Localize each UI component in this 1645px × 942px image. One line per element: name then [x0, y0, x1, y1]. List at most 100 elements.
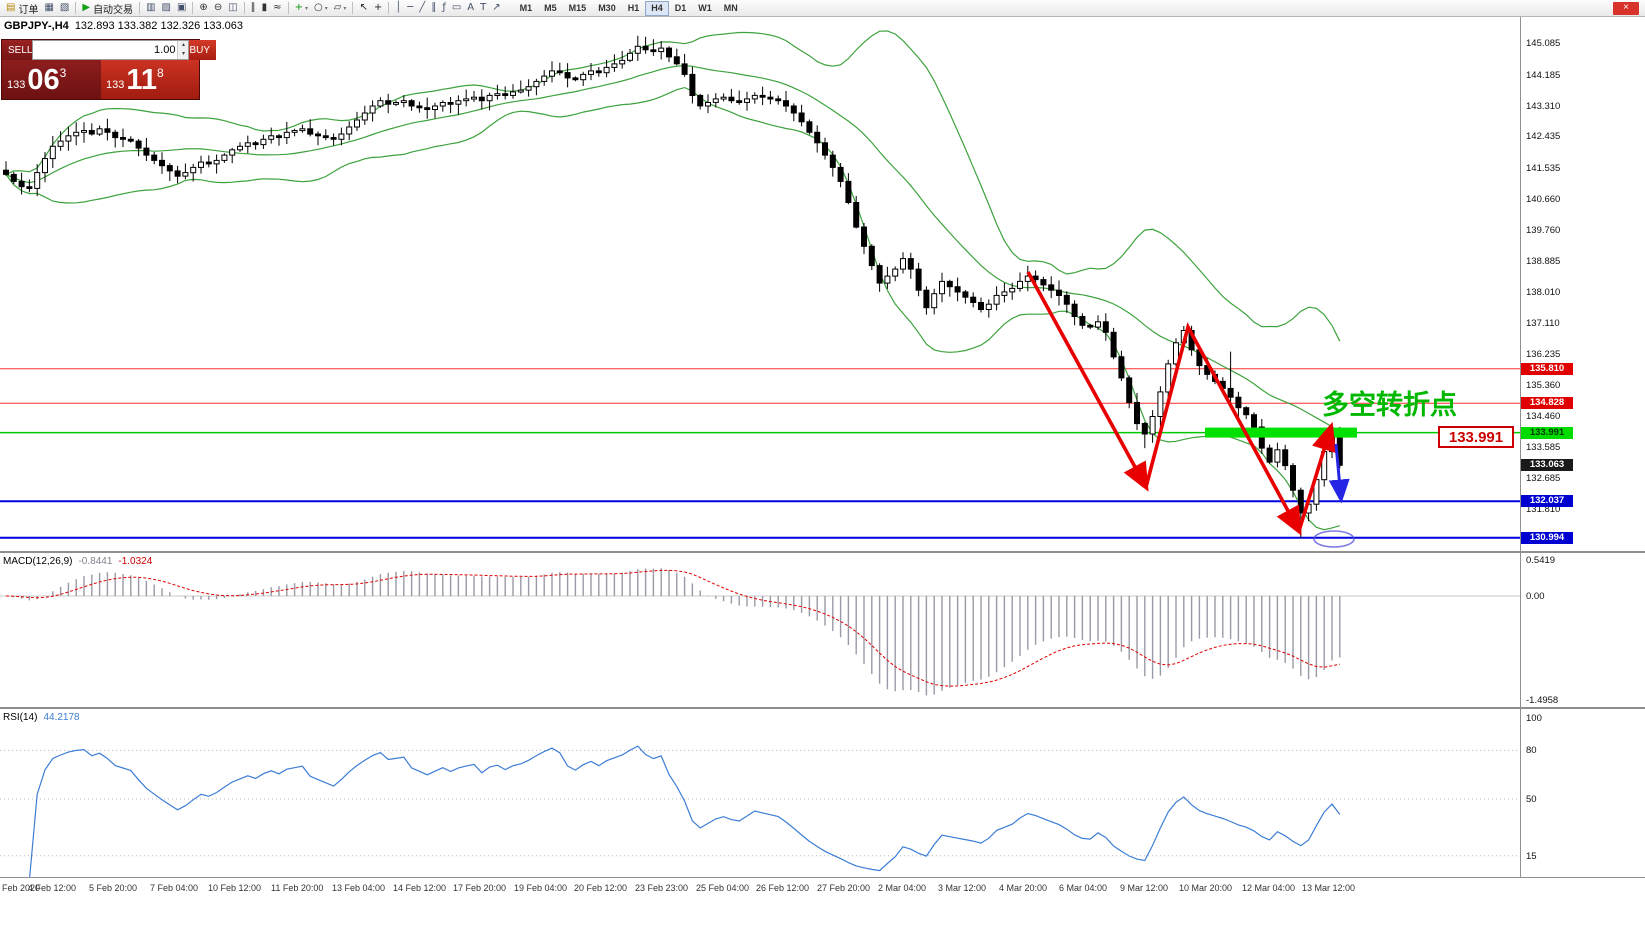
trendline-tool-button[interactable]: ╱ — [416, 1, 428, 16]
candle-chart-type-button[interactable]: ▮ — [259, 1, 271, 16]
macd-value: -0.8441 — [78, 556, 113, 567]
template-select-button[interactable]: ▱ ▾ — [331, 1, 350, 16]
timeframe-mn-button[interactable]: MN — [723, 2, 738, 13]
price-badge-133.063: 133.063 — [1521, 459, 1573, 472]
price-badge-133.991: 133.991 — [1521, 426, 1573, 439]
toolbar-separator — [243, 2, 245, 14]
channel-tool-icon: ∥ — [431, 2, 437, 13]
main-chart-canvas[interactable] — [0, 17, 1520, 551]
chevron-down-icon: ▾ — [324, 4, 328, 12]
trend-arrow-red-3[interactable] — [1297, 421, 1337, 532]
label-tool-icon: T — [480, 2, 487, 13]
buy-button[interactable]: BUY — [189, 40, 217, 60]
close-button[interactable]: × — [1613, 2, 1639, 15]
time-axis-label: 23 Feb 23:00 — [635, 883, 689, 893]
time-axis-border — [0, 877, 1645, 878]
vline-tool-button[interactable]: │ — [392, 1, 404, 16]
data-window-icon: ▥ — [146, 2, 156, 13]
support-zone-band[interactable] — [1205, 427, 1357, 438]
tile-windows-button[interactable]: ◫ — [225, 1, 240, 16]
shapes-tool-button[interactable]: ▭ — [449, 1, 464, 16]
price-tick-label: 144.185 — [1526, 69, 1561, 81]
time-axis-label: 5 Feb 20:00 — [89, 883, 138, 893]
time-axis-label: 20 Feb 12:00 — [574, 883, 628, 893]
timeframe-h1-button[interactable]: H1 — [627, 2, 640, 13]
volume-stepper-down[interactable]: ▾ — [178, 50, 189, 59]
period-select-button[interactable]: ○ ▾ — [311, 1, 331, 16]
rsi-axis: 100 80 50 15 — [1521, 710, 1645, 877]
volume-stepper: ▴ ▾ — [177, 41, 189, 59]
label-tool-button[interactable]: T — [477, 1, 489, 16]
price-badge-130.994: 130.994 — [1521, 531, 1573, 544]
buy-price-sup: 8 — [157, 65, 164, 80]
price-tick-label: 138.885 — [1526, 255, 1561, 267]
timeframe-m30-button[interactable]: M30 — [598, 2, 616, 13]
price-tick-label: 145.085 — [1526, 38, 1561, 50]
arrows-tool-button[interactable]: ↗ — [489, 1, 503, 16]
sell-price-button[interactable]: 133 06 3 — [2, 60, 101, 99]
timeframe-d1-button[interactable]: D1 — [674, 2, 687, 13]
rsi-line — [29, 745, 1341, 877]
buy-price-prefix: 133 — [106, 78, 125, 91]
volume-stepper-up[interactable]: ▴ — [178, 41, 189, 50]
panel-splitter[interactable] — [0, 707, 1645, 709]
navigator-button[interactable]: ▨ — [159, 1, 174, 16]
ohlc-values: 132.893 133.382 132.326 133.063 — [74, 20, 244, 32]
time-axis[interactable]: Feb 2020 4 Feb 12:00 5 Feb 20:00 7 Feb 04:0… — [0, 878, 1520, 897]
trend-arrow-red-1[interactable] — [1026, 271, 1149, 492]
low-highlight-ellipse[interactable] — [1313, 530, 1355, 548]
turning-point-annotation[interactable]: 多空转折点 — [1322, 390, 1457, 420]
auto-trading-button[interactable]: ▶ 自动交易 — [79, 1, 136, 16]
trend-arrow-red-2[interactable] — [1144, 322, 1302, 536]
bar-chart-type-button[interactable]: ∥ — [248, 1, 259, 16]
chart-symbol-ohlc: GBPJPY-,H4 132.893 133.382 132.326 133.06… — [4, 20, 243, 32]
charts-grid-button[interactable]: ▦ — [41, 1, 56, 16]
bear-candles — [3, 45, 1343, 514]
channel-tool-button[interactable]: ∥ — [428, 1, 439, 16]
time-axis-label: 7 Feb 04:00 — [150, 883, 199, 893]
timeframe-m15-button[interactable]: M15 — [568, 2, 587, 13]
data-window-button[interactable]: ▥ — [143, 1, 158, 16]
trendline-tool-icon: ╱ — [419, 2, 426, 13]
time-axis-label: 27 Feb 20:00 — [817, 883, 871, 893]
time-axis-label: 4 Mar 20:00 — [999, 883, 1048, 893]
candle-wicks — [5, 35, 1341, 538]
profiles-button[interactable]: ▧ — [57, 1, 72, 16]
timeframe-toolbar: M1 M5 M15 M30 H1 H4 D1 W1 MN — [514, 0, 744, 16]
rsi-tick-label: 15 — [1526, 850, 1537, 862]
sell-arrow-blue[interactable] — [1328, 443, 1350, 504]
toolbar-separator — [388, 2, 390, 14]
macd-signal-value: -1.0324 — [118, 556, 153, 567]
zoom-in-button[interactable]: ⊕ — [196, 1, 210, 16]
add-indicator-button[interactable]: + ▾ — [292, 1, 311, 16]
macd-tick-label: -1.4958 — [1526, 695, 1559, 706]
price-tick-label: 131.810 — [1526, 504, 1561, 516]
timeframe-w1-button[interactable]: W1 — [698, 2, 712, 13]
cursor-tool-button[interactable]: ↖ — [356, 1, 370, 16]
buy-price-button[interactable]: 133 11 8 — [101, 60, 199, 99]
time-axis-label: 9 Mar 12:00 — [1120, 883, 1169, 893]
macd-chart-canvas[interactable] — [0, 554, 1520, 707]
terminal-button[interactable]: ▣ — [174, 1, 189, 16]
sell-button[interactable]: SELL — [2, 40, 33, 60]
timeframe-m5-button[interactable]: M5 — [544, 2, 557, 13]
rsi-chart-canvas[interactable] — [0, 710, 1520, 877]
text-tool-button[interactable]: A — [464, 1, 477, 16]
new-order-button[interactable]: ▤ 订单 — [3, 1, 41, 16]
volume-input[interactable] — [33, 41, 178, 59]
price-tick-label: 132.685 — [1526, 473, 1561, 485]
profiles-icon: ▧ — [59, 2, 70, 13]
zoom-out-button[interactable]: ⊖ — [211, 1, 225, 16]
toolbar-separator — [75, 2, 77, 14]
price-callout-box[interactable]: 133.991 — [1438, 426, 1514, 448]
price-badge-132.037: 132.037 — [1521, 495, 1573, 508]
time-axis-label: 3 Mar 12:00 — [938, 883, 987, 893]
crosshair-tool-button[interactable]: + — [371, 1, 385, 16]
timeframe-m1-button[interactable]: M1 — [519, 2, 533, 13]
timeframe-h4-button[interactable]: H4 — [645, 0, 669, 16]
line-chart-type-button[interactable]: ≈ — [270, 1, 284, 16]
panel-splitter[interactable] — [0, 551, 1645, 553]
fibonacci-tool-button[interactable]: ƒ — [439, 1, 449, 16]
time-axis-label: 25 Feb 04:00 — [696, 883, 750, 893]
hline-tool-button[interactable]: ─ — [404, 1, 416, 16]
